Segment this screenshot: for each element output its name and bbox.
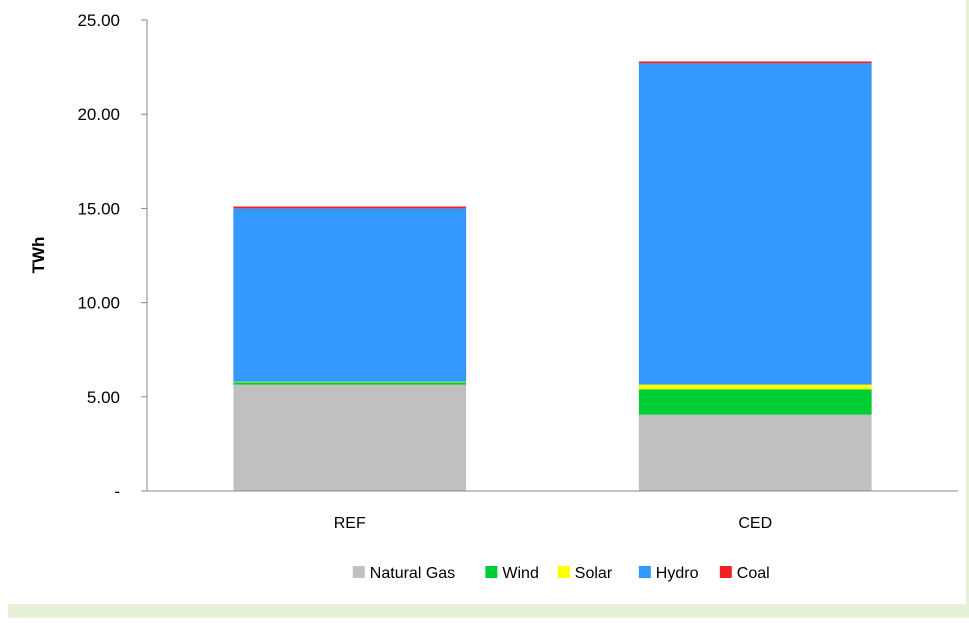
legend-swatch-hydro	[638, 566, 651, 578]
x-tick-label: REF	[334, 515, 366, 532]
y-tick-label: 15.00	[77, 199, 120, 218]
legend-swatch-wind	[485, 566, 498, 578]
bar-segment-coal-ced	[638, 61, 872, 64]
bar-segment-natural-gas-ced	[638, 414, 872, 491]
y-axis-label: TWh	[29, 237, 48, 274]
bar-segment-hydro-ref	[233, 208, 467, 382]
legend-label-hydro: Hydro	[656, 565, 699, 582]
y-tick-label: 10.00	[77, 294, 120, 313]
bars-layer	[233, 61, 872, 491]
bottom-border-strip	[8, 604, 969, 618]
axes-layer: REF CED - 5.00 10.00 15.00 20.00 25.00	[77, 11, 958, 532]
legend-label-solar: Solar	[575, 565, 613, 582]
legend-swatch-natural-gas	[352, 566, 365, 578]
bar-segment-hydro-ced	[638, 63, 872, 385]
bar-segment-solar-ced	[638, 384, 872, 390]
y-tick-label: 20.00	[77, 105, 120, 124]
legend-label-coal: Coal	[737, 565, 770, 582]
legend-label-wind: Wind	[502, 565, 538, 582]
y-tick-label: -	[114, 482, 120, 501]
bar-segment-wind-ced	[638, 389, 872, 415]
right-border-strip	[966, 0, 969, 618]
y-tick-label: 25.00	[77, 11, 120, 30]
bar-segment-wind-ref	[233, 382, 467, 385]
legend: Natural Gas Wind Solar Hydro Coal	[352, 565, 770, 582]
bar-segment-natural-gas-ref	[233, 384, 467, 491]
legend-swatch-coal	[719, 566, 732, 578]
legend-label-natural-gas: Natural Gas	[370, 565, 455, 582]
legend-swatch-solar	[557, 566, 570, 578]
bar-segment-solar-ref	[233, 381, 467, 383]
bar-segment-coal-ref	[233, 206, 467, 209]
x-tick-label: CED	[738, 515, 772, 532]
y-tick-label: 5.00	[87, 388, 120, 407]
